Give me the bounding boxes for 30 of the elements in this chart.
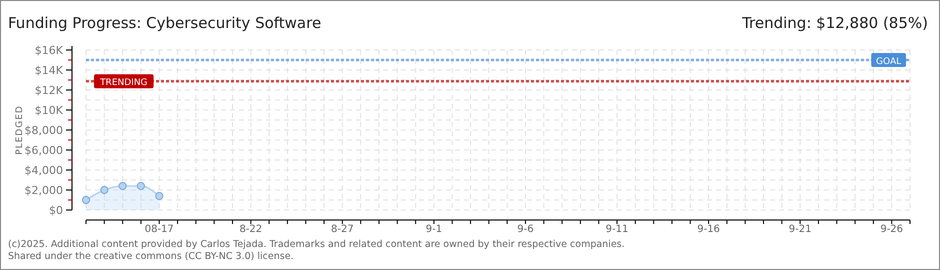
- y-tick-label: $16K: [34, 44, 64, 57]
- y-tick-label: $6,000: [24, 144, 63, 157]
- y-tick-label: $8,000: [24, 124, 63, 137]
- chart-subtitle: Trending: $12,880 (85%): [741, 14, 928, 32]
- y-axis-title: PLEDGED: [15, 105, 25, 155]
- x-tick-label: 9-6: [517, 224, 534, 235]
- y-tick-label: $12K: [34, 84, 64, 97]
- point: [118, 182, 127, 190]
- ref-line-label: GOAL: [876, 57, 902, 67]
- y-tick-label: $0: [49, 204, 63, 217]
- x-tick-label: 9-16: [697, 224, 720, 235]
- x-tick-label: 8-27: [331, 224, 354, 235]
- x-tick-label: 8-22: [239, 224, 262, 235]
- y-tick-label: $10K: [34, 104, 64, 117]
- text: (c)2025. Additional content provided by Carlos Tejada. Trademarks and related content are owned by their respective companies.: [8, 239, 625, 250]
- point: [155, 192, 164, 200]
- x-tick-label: 9-21: [788, 224, 812, 235]
- x-tick-label: 9-11: [606, 224, 628, 235]
- y-tick-label: $2,000: [24, 184, 63, 197]
- point: [82, 196, 90, 204]
- ref-line-label: TRENDING: [99, 78, 148, 88]
- x-tick-label: 08-17: [144, 224, 174, 235]
- x-tick-label: 9-1: [426, 224, 442, 235]
- x-tick-label: 9-26: [880, 224, 904, 235]
- point: [136, 182, 145, 190]
- y-tick-label: $4,000: [24, 164, 63, 177]
- chart-title: Funding Progress: Cybersecurity Software: [8, 14, 322, 32]
- text: Shared under the creative commons (CC BY-NC 3.0) license.: [8, 251, 294, 262]
- y-tick-label: $14K: [34, 64, 64, 77]
- point: [100, 186, 108, 194]
